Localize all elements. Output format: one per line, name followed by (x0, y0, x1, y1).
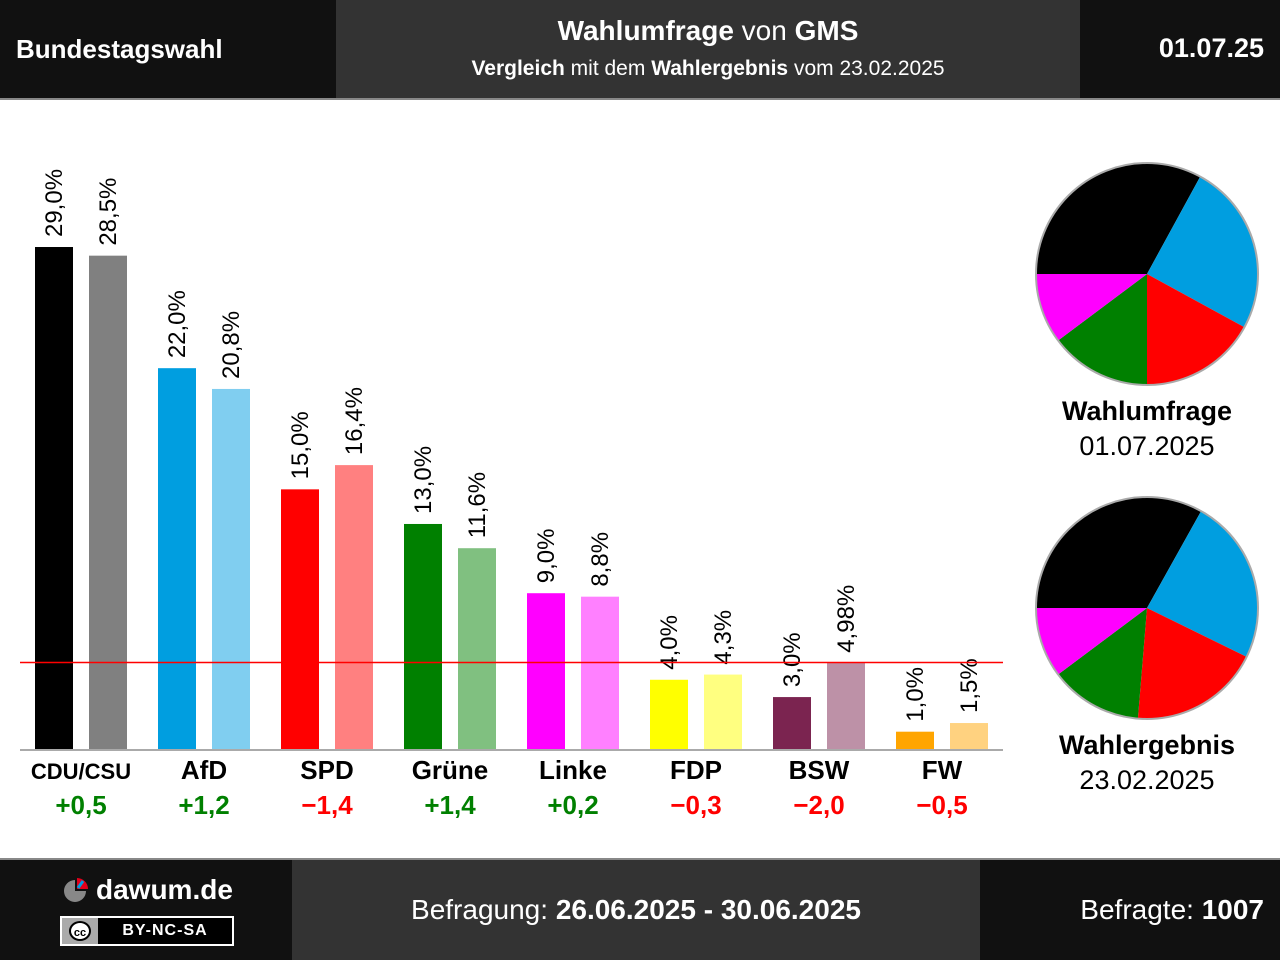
category-label: Grüne (412, 755, 489, 785)
bar-value-label: 22,0% (164, 290, 191, 358)
bar-value-label: 20,8% (218, 311, 245, 379)
change-label: +0,2 (547, 790, 598, 820)
pie-date-poll: 01.07.2025 (1079, 431, 1215, 461)
bar (950, 723, 988, 749)
bar-value-label: 4,98% (833, 585, 860, 653)
footer-right-panel: Befragte: 1007 (980, 860, 1280, 960)
subtitle-text-1: mit dem (564, 57, 652, 80)
bar-value-label: 4,0% (656, 615, 683, 670)
header-center-panel: Wahlumfrage von GMS Vergleich mit dem Wa… (336, 0, 1080, 98)
pie-title-result: Wahlergebnis (1058, 730, 1236, 760)
respondents-count: 1007 (1201, 894, 1264, 925)
pie-logo-icon (64, 878, 88, 902)
category-label: FDP (670, 755, 722, 785)
bar (335, 465, 373, 749)
footer-center-panel: Befragung: 26.06.2025 - 30.06.2025 (292, 860, 980, 960)
bar-value-label: 29,0% (41, 169, 68, 237)
poll-title-connector: von (733, 15, 795, 46)
pie-result-slice (1036, 608, 1147, 675)
pie-poll-slice (1147, 176, 1258, 328)
subtitle-text-2: vom 23.02.2025 (788, 57, 945, 80)
institute-name: GMS (794, 15, 859, 46)
poll-date: 01.07.25 (1158, 33, 1264, 63)
change-label: +1,4 (424, 790, 476, 820)
change-label: +0,5 (55, 790, 106, 820)
license-badge[interactable]: cc BY-NC-SA (60, 916, 234, 946)
bar (212, 388, 250, 749)
bar (827, 662, 865, 749)
pie-date-result: 23.02.2025 (1079, 765, 1215, 795)
pie-result-slice (1147, 511, 1258, 657)
category-label: AfD (181, 755, 227, 785)
category-label: FW (922, 755, 963, 785)
poll-title-bold: Wahlumfrage (557, 15, 734, 46)
pie-poll-slice (1058, 274, 1147, 385)
poll-chart: 29,0% 28,5% CDU/CSU +0,5 22,0% 20,8% AfD +1,2 15… (20, 162, 1259, 820)
bar (650, 679, 688, 749)
footer-left-panel: dawum.de cc BY-NC-SA (0, 860, 292, 960)
category-label: Linke (539, 755, 607, 785)
pie-poll-slice (1036, 163, 1201, 274)
bar (581, 596, 619, 749)
poll-title: Wahlumfrage von GMS (336, 15, 1080, 47)
bar-value-label: 11,6% (464, 472, 491, 538)
bar (527, 593, 565, 749)
bar-value-label: 1,0% (902, 667, 929, 722)
respondents-label: Befragte: (1080, 894, 1202, 925)
survey-period: 26.06.2025 - 30.06.2025 (555, 894, 861, 925)
pie-result-slice (1058, 608, 1147, 719)
bar-value-label: 4,3% (710, 610, 737, 665)
bar (158, 368, 196, 749)
survey-label: Befragung: (411, 894, 556, 925)
license-text: BY-NC-SA (122, 922, 208, 939)
header-divider (0, 98, 1280, 100)
bar (404, 523, 442, 749)
bar (281, 489, 319, 749)
election-title: Bundestagswahl (16, 34, 223, 64)
bar-value-label: 16,4% (341, 387, 368, 455)
pie-title-poll: Wahlumfrage (1061, 396, 1232, 426)
bar-value-label: 9,0% (533, 529, 560, 584)
bar-value-label: 3,0% (779, 632, 806, 687)
pie-result-outline (1035, 496, 1259, 720)
header-left-panel: Bundestagswahl (0, 0, 336, 98)
category-label: BSW (789, 755, 850, 785)
category-label: SPD (300, 755, 353, 785)
bar-value-label: 15,0% (287, 411, 314, 479)
bar-value-label: 8,8% (587, 532, 614, 587)
category-label: CDU/CSU (31, 759, 131, 784)
change-label: +1,2 (178, 790, 229, 820)
bar (35, 247, 73, 749)
subtitle-bold-1: Vergleich (471, 57, 565, 80)
poll-subtitle: Vergleich mit dem Wahlergebnis vom 23.02… (336, 57, 1080, 81)
change-label: −0,3 (670, 790, 721, 820)
survey-period-text: Befragung: 26.06.2025 - 30.06.2025 (292, 894, 980, 926)
bar-value-label: 28,5% (95, 178, 122, 246)
change-label: −1,4 (301, 790, 353, 820)
site-logo[interactable]: dawum.de (96, 874, 233, 905)
respondents-text: Befragte: 1007 (1080, 894, 1264, 926)
cc-icon-text: cc (69, 921, 91, 941)
bar (89, 255, 127, 750)
bar (458, 548, 496, 749)
bar (773, 697, 811, 749)
bar (896, 731, 934, 749)
subtitle-bold-2: Wahlergebnis (651, 57, 789, 80)
bar (704, 674, 742, 749)
pie-poll-slice (1036, 274, 1147, 341)
bar-value-label: 1,5% (956, 658, 983, 713)
bar-value-label: 13,0% (410, 446, 437, 514)
pie-result-slice (1036, 496, 1202, 608)
change-label: −2,0 (793, 790, 844, 820)
header-right-panel: 01.07.25 (1080, 0, 1280, 98)
footer-divider (0, 858, 1280, 860)
pie-poll-outline (1035, 162, 1259, 386)
cc-icon: cc (62, 918, 98, 944)
change-label: −0,5 (916, 790, 967, 820)
